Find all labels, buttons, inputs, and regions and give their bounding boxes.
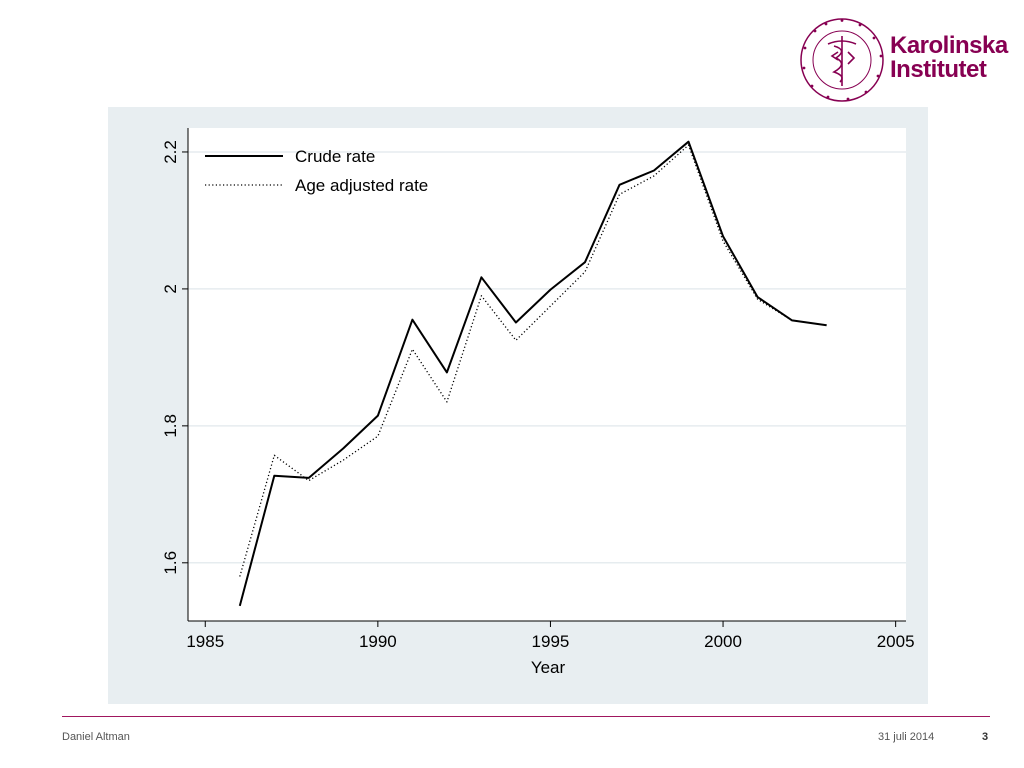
legend-label: Age adjusted rate [295,176,428,195]
logo-line-1: Karolinska [890,32,1008,59]
y-tick-label: 2.2 [161,140,180,164]
grid-lines [188,151,906,564]
page-number: 3 [982,731,989,743]
legend-label: Crude rate [295,147,375,166]
karolinska-seal-icon [800,18,884,102]
y-tick-label: 1.6 [161,551,180,575]
karolinska-wordmark: Karolinska Institutet [890,34,1008,82]
footer-rule [62,716,990,717]
x-tick-label: 1990 [359,632,397,651]
footer-date: 31 juli 2014 [878,731,935,743]
x-tick-label: 1985 [186,632,224,651]
series-lines [238,140,827,607]
line-chart: 1.6 1.8 2 2.2 1985 1990 1995 2000 2005 Year Cru… [161,128,915,677]
chart-panel: 1.6 1.8 2 2.2 1985 1990 1995 2000 2005 Year Cru… [108,107,928,704]
x-axis-label: Year [531,658,566,677]
plot-area [188,128,906,621]
x-tick-label: 1995 [532,632,570,651]
series-line-2 [239,144,827,577]
logo-line-2: Institutet [890,56,987,83]
x-tick-label: 2005 [877,632,915,651]
karolinska-logo: Karolinska Institutet [798,16,1008,104]
y-tick-label: 2 [161,284,180,293]
legend: Crude rate Age adjusted rate [205,147,428,195]
series-line-1 [238,140,827,607]
y-ticks: 1.6 1.8 2 2.2 [161,140,188,575]
footer-author: Daniel Altman [62,731,130,743]
x-tick-label: 2000 [704,632,742,651]
y-tick-label: 1.8 [161,414,180,438]
x-ticks: 1985 1990 1995 2000 2005 [186,621,915,651]
